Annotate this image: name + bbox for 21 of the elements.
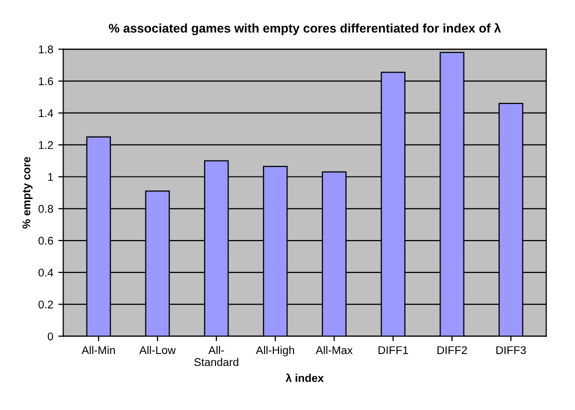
y-tick-label: 0.6 xyxy=(38,236,54,245)
x-tick-label: All-High xyxy=(256,346,294,356)
y-tick-label: 1 xyxy=(48,173,53,181)
x-tick-label: All-Min xyxy=(82,346,115,354)
x-tick-label: All-Low xyxy=(139,346,176,354)
y-tick-label: 0.2 xyxy=(38,300,53,308)
chart-title: % associated games with empty cores differentiated for index of λ xyxy=(108,23,501,36)
y-tick-label: 1.6 xyxy=(38,77,54,86)
y-tick-label: 0.8 xyxy=(38,204,54,213)
x-tick-label: All-Max xyxy=(316,346,353,354)
y-tick-label: 1.4 xyxy=(38,109,54,118)
y-axis-title: % empty core xyxy=(22,156,33,229)
x-axis-title: λ index xyxy=(286,374,324,382)
x-tick-label: All- Standard xyxy=(194,346,238,366)
y-tick-label: 0 xyxy=(48,332,54,340)
x-tick-label: DIFF3 xyxy=(496,346,526,354)
y-tick-label: 1.2 xyxy=(38,141,53,149)
x-tick-label: DIFF1 xyxy=(378,346,408,354)
y-tick-label: 1.8 xyxy=(38,45,54,54)
x-tick-label: DIFF2 xyxy=(437,346,467,354)
y-tick-label: 0.4 xyxy=(38,268,54,277)
